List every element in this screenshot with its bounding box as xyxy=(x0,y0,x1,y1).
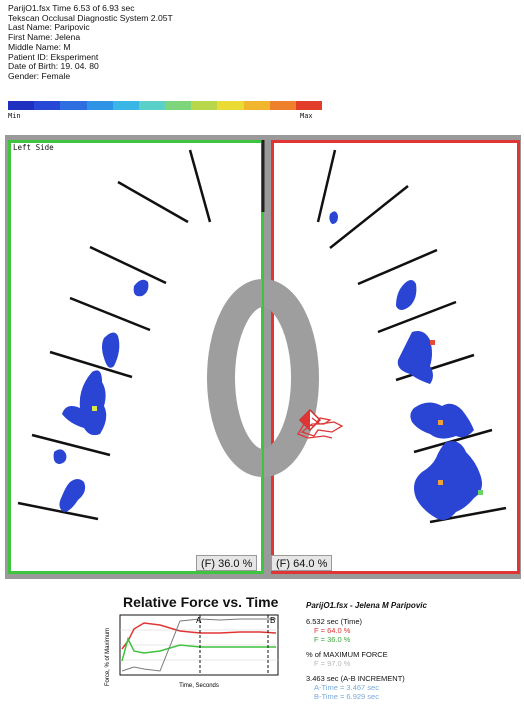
info-max-force-value: F = 97.0 % xyxy=(314,659,351,668)
right-contact-hot-3 xyxy=(438,480,443,485)
graph-ylabel: Force, % of Maximum xyxy=(105,628,111,686)
force-color-scale xyxy=(8,101,323,110)
graph-total-series xyxy=(121,618,276,672)
graph-title: Relative Force vs. Time xyxy=(123,594,279,610)
scale-swatch xyxy=(34,101,61,110)
scale-swatch xyxy=(165,101,192,110)
first-name-line: First Name: Jelena xyxy=(8,32,81,43)
graph-left-series xyxy=(121,636,276,662)
dob-line: Date of Birth: 19. 04. 80 xyxy=(8,61,99,72)
info-max-force-label: % of MAXIMUM FORCE xyxy=(306,650,388,659)
last-name-line: Last Name: Paripovic xyxy=(8,22,90,33)
right-contact-hot-2 xyxy=(438,420,443,425)
right-contact-hot-4 xyxy=(478,490,483,495)
left-contact-highlight xyxy=(92,406,97,411)
patient-header: ParijO1.fsx Time 6.53 of 6.93 sec Teksca… xyxy=(8,3,173,82)
scale-swatch xyxy=(60,101,87,110)
file-time-line: ParijO1.fsx Time 6.53 of 6.93 sec xyxy=(8,3,135,13)
info-time: 6.532 sec (Time) xyxy=(306,617,362,626)
system-line: Tekscan Occlusal Diagnostic System 2.05T xyxy=(8,12,173,23)
force-info-panel: ParijO1.fsx - Jelena M Paripovic 6.532 s… xyxy=(306,601,427,701)
info-b-time: B-Time = 6.929 sec xyxy=(314,692,379,701)
graph-right-series xyxy=(121,622,277,650)
cof-trajectory xyxy=(297,417,344,439)
gender-line: Gender: Female xyxy=(8,70,71,81)
scale-swatch xyxy=(295,101,323,110)
info-f-green: F = 36.0 % xyxy=(314,635,351,644)
middle-name-line: Middle Name: M xyxy=(8,41,71,52)
info-title: ParijO1.fsx - Jelena M Paripovic xyxy=(306,601,427,610)
info-increment: 3.463 sec (A-B INCREMENT) xyxy=(306,674,405,683)
graph-marker-b: B xyxy=(270,616,275,625)
right-contacts xyxy=(329,211,482,520)
scale-max-label: Max xyxy=(300,112,313,120)
graph-marker-a: A xyxy=(196,616,202,625)
scale-swatch xyxy=(138,101,166,110)
right-force-percent: (F) 64.0 % xyxy=(271,555,333,571)
info-a-time: A-Time = 3.467 sec xyxy=(314,683,379,692)
left-contacts xyxy=(53,279,149,512)
scale-swatch xyxy=(112,101,139,110)
left-side-label: Left Side xyxy=(13,143,54,152)
left-force-percent: (F) 36.0 % xyxy=(196,555,258,571)
scale-min-label: Min xyxy=(8,112,21,120)
scale-swatch xyxy=(191,101,218,110)
scale-swatch xyxy=(8,101,35,110)
patient-id-line: Patient ID: Eksperiment xyxy=(8,51,99,62)
scale-swatch xyxy=(269,101,296,110)
left-tooth-lines xyxy=(17,149,212,521)
scale-swatch xyxy=(217,101,244,110)
scale-swatch xyxy=(86,101,113,110)
info-f-red: F = 64.0 % xyxy=(314,626,351,635)
force-time-graph[interactable]: Force, % of Maximum A B Time, Seconds xyxy=(100,611,290,701)
graph-xlabel: Time, Seconds xyxy=(179,683,219,689)
right-contact-hot-1 xyxy=(430,340,435,345)
scale-swatch xyxy=(243,101,270,110)
graph-grid xyxy=(120,629,278,661)
